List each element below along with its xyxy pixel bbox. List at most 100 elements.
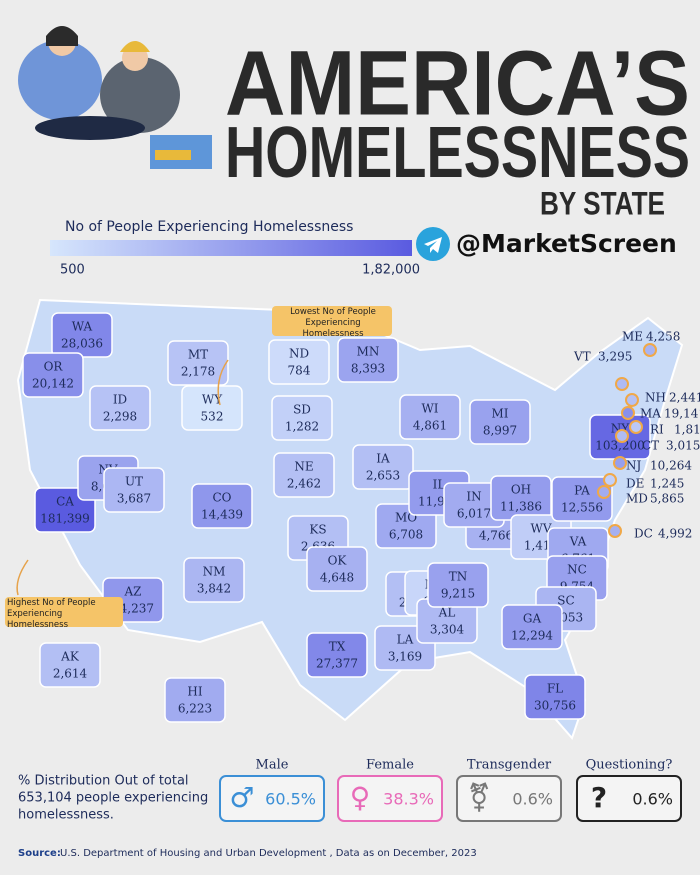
state-code: NE <box>294 460 313 474</box>
state-code: SC <box>557 594 574 608</box>
annotation-box <box>5 597 123 627</box>
state <box>103 467 165 513</box>
state <box>268 339 330 385</box>
state-code: HI <box>187 685 202 699</box>
annotation-text: Lowest No of People Experiencing Homeles… <box>290 307 376 337</box>
state <box>164 677 226 723</box>
state-code: SD <box>293 403 311 417</box>
state-value: 12,294 <box>511 629 553 643</box>
state-value: 28,036 <box>61 337 103 351</box>
state-code: CT <box>642 439 659 453</box>
state-value: 11,386 <box>500 500 542 514</box>
illustration <box>18 26 212 169</box>
state-value: 19,141 <box>664 407 700 421</box>
group-value: 60.5% <box>265 790 316 809</box>
state-code: IA <box>376 452 390 466</box>
state-value: 4,648 <box>320 571 354 585</box>
state <box>271 395 333 441</box>
state <box>22 352 84 398</box>
state-value: 9,215 <box>441 587 475 601</box>
state-value: 2,462 <box>287 477 321 491</box>
legend-title: No of People Experiencing Homelessness <box>65 219 353 235</box>
state-code: NH <box>645 391 666 405</box>
state-value: 4,992 <box>658 527 692 541</box>
annotation-text: Highest No of People Experiencing Homele… <box>7 598 96 628</box>
group-box <box>219 775 325 822</box>
annotation-arrow <box>16 559 29 596</box>
state-code: NJ <box>626 459 642 473</box>
group-name: Questioning? <box>586 758 673 773</box>
title-line: AMERICA’S <box>225 32 690 134</box>
state-code: MD <box>626 492 648 506</box>
group-icon: ♀ <box>350 781 371 814</box>
state <box>39 642 101 688</box>
state-code: AK <box>60 650 80 664</box>
group-name: Female <box>366 758 414 773</box>
state-value: 6,017 <box>457 507 491 521</box>
state-value: 10,264 <box>650 459 692 473</box>
state-value: 1,810 <box>674 423 700 437</box>
group-name: Male <box>256 758 289 773</box>
state-value: 3,015 <box>666 439 700 453</box>
state <box>621 406 635 420</box>
state-code: IL <box>433 478 446 492</box>
state-code: RI <box>650 423 664 437</box>
state-value: 4,861 <box>413 419 447 433</box>
caption: 653,104 people experiencing <box>18 791 208 806</box>
state-code: IN <box>466 490 481 504</box>
state-code: WA <box>72 320 93 334</box>
handle: @MarketScreen <box>456 229 677 258</box>
group-value: 0.6% <box>512 790 553 809</box>
group-box <box>576 775 682 822</box>
state-value: 4,258 <box>646 330 680 344</box>
state-code: CA <box>56 495 74 509</box>
state-code: PA <box>574 484 590 498</box>
state-code: MT <box>188 348 208 362</box>
state <box>399 394 461 440</box>
legend-max: 1,82,000 <box>362 263 420 278</box>
state-code: UT <box>125 475 143 489</box>
state-code: NM <box>203 565 226 579</box>
group-value: 38.3% <box>383 790 434 809</box>
state-code: DC <box>634 527 653 541</box>
state <box>613 456 627 470</box>
legend-min: 500 <box>60 263 85 278</box>
state <box>643 343 657 357</box>
state <box>615 377 629 391</box>
telegram-icon <box>416 227 450 261</box>
state-code: MA <box>640 407 661 421</box>
state-value: 20,142 <box>32 377 74 391</box>
annotation-box <box>272 306 392 336</box>
state-code: ME <box>622 330 643 344</box>
state-code: LA <box>397 633 414 647</box>
group-icon: ? <box>591 781 607 814</box>
legend-bar <box>50 240 412 256</box>
state <box>306 632 368 678</box>
state-code: CO <box>212 491 231 505</box>
group-value: 0.6% <box>632 790 673 809</box>
state-code: OR <box>44 360 64 374</box>
state <box>352 444 414 490</box>
state <box>191 483 253 529</box>
state-value: 6,223 <box>178 702 212 716</box>
source-text: U.S. Department of Housing and Urban Dev… <box>60 848 477 859</box>
state <box>306 546 368 592</box>
state-value: 4,766 <box>479 529 513 543</box>
group-icon: ♂ <box>229 781 254 814</box>
telegram-plane <box>424 237 442 253</box>
state <box>181 385 243 431</box>
state <box>183 557 245 603</box>
state-value: 12,556 <box>561 501 603 515</box>
annotation-arrow <box>217 359 229 406</box>
state <box>629 420 643 434</box>
state-value: 181,399 <box>40 512 90 526</box>
state-code: GA <box>523 612 542 626</box>
state-code: AL <box>438 606 456 620</box>
state <box>501 604 563 650</box>
state <box>167 340 229 386</box>
state-code: FL <box>547 682 563 696</box>
state <box>273 452 335 498</box>
state-code: VT <box>573 350 591 364</box>
source-label: Source: <box>18 848 61 859</box>
state <box>469 399 531 445</box>
